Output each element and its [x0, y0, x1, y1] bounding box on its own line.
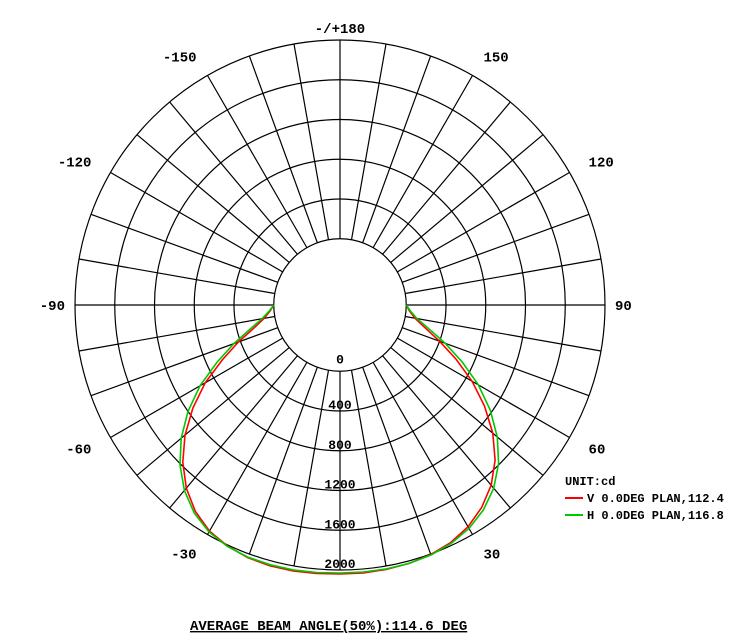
- radial-tick-label: 400: [328, 398, 352, 413]
- angle-label: 30: [484, 548, 501, 564]
- polar-chart: -/+180 150 -150 120 -120 90 -90 60 -60 30 -30 0 400 8…: [0, 0, 730, 640]
- radial-tick-label: 0: [336, 352, 344, 367]
- angle-label: 120: [589, 156, 614, 172]
- legend-label: H 0.0DEG PLAN,116.8: [587, 509, 724, 523]
- radial-tick-label: 1200: [324, 478, 355, 493]
- angle-label: 150: [484, 50, 509, 66]
- radial-tick-label: 800: [328, 438, 352, 453]
- radial-tick-label: 1600: [324, 517, 355, 532]
- angle-label: -120: [58, 156, 92, 172]
- angle-label: -30: [171, 548, 196, 564]
- legend-label: V 0.0DEG PLAN,112.4: [587, 492, 724, 506]
- footer-text: AVERAGE BEAM ANGLE(50%):114.6 DEG: [190, 619, 467, 635]
- radial-tick-label: 2000: [324, 557, 355, 572]
- angle-label: -150: [163, 50, 197, 66]
- angle-label: -/+180: [315, 22, 365, 38]
- angle-label: 60: [589, 443, 606, 459]
- angle-label: 90: [615, 299, 632, 315]
- unit-label: UNIT:cd: [565, 475, 615, 489]
- angle-label: -60: [66, 443, 91, 459]
- angle-label: -90: [40, 299, 65, 315]
